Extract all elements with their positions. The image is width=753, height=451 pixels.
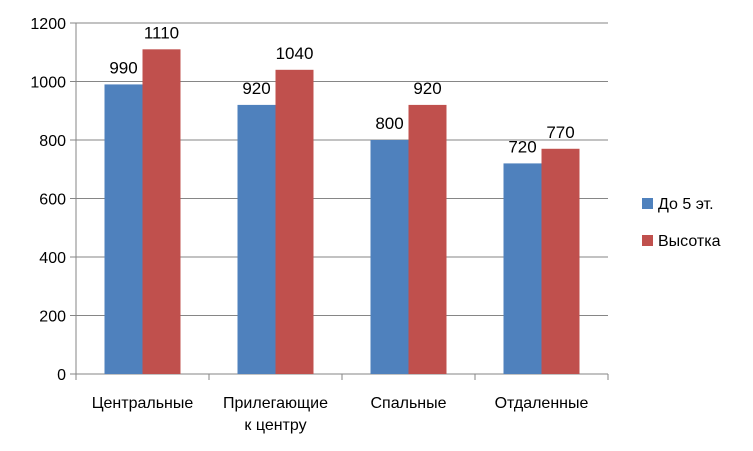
data-label: 720 — [508, 137, 536, 156]
data-label: 920 — [242, 79, 270, 98]
bar-series2[interactable] — [541, 148, 580, 374]
y-tick-label: 200 — [39, 309, 66, 326]
legend-label: Высотка — [658, 233, 721, 250]
data-label: 770 — [546, 123, 574, 142]
x-category-label: Отдаленные — [495, 395, 589, 412]
y-tick-label: 600 — [39, 192, 66, 209]
y-tick-label: 0 — [57, 367, 66, 384]
bar-series2[interactable] — [408, 104, 447, 375]
x-category-label-line: Спальные — [370, 395, 446, 412]
bar-series1[interactable] — [237, 104, 276, 375]
legend-swatch — [642, 198, 653, 209]
y-tick-label: 400 — [39, 250, 66, 267]
data-label: 990 — [109, 58, 137, 77]
y-tick-label: 1000 — [30, 75, 66, 92]
bar-series2[interactable] — [142, 49, 181, 374]
x-category-label: Центральные — [92, 395, 194, 412]
legend-label: До 5 эт. — [658, 196, 714, 213]
x-category-label: Прилегающие к центру — [223, 395, 328, 434]
x-category-label: Спальные — [370, 395, 446, 412]
data-label: 920 — [413, 79, 441, 98]
data-label: 1110 — [144, 23, 179, 42]
x-category-label-line: Центральные — [92, 395, 194, 412]
y-tick-label: 800 — [39, 133, 66, 150]
bar-series1[interactable] — [503, 163, 542, 374]
x-category-label-line: Отдаленные — [495, 395, 589, 412]
legend-swatch — [642, 235, 653, 246]
bar-series1[interactable] — [370, 140, 409, 374]
bar-series1[interactable] — [104, 84, 143, 375]
x-category-label-line: к центру — [244, 417, 306, 434]
data-label: 800 — [375, 114, 403, 133]
y-tick-label: 1200 — [30, 16, 66, 33]
data-label: 1040 — [276, 44, 314, 63]
x-category-label-line: Прилегающие — [223, 395, 328, 412]
bar-series2[interactable] — [275, 69, 314, 375]
